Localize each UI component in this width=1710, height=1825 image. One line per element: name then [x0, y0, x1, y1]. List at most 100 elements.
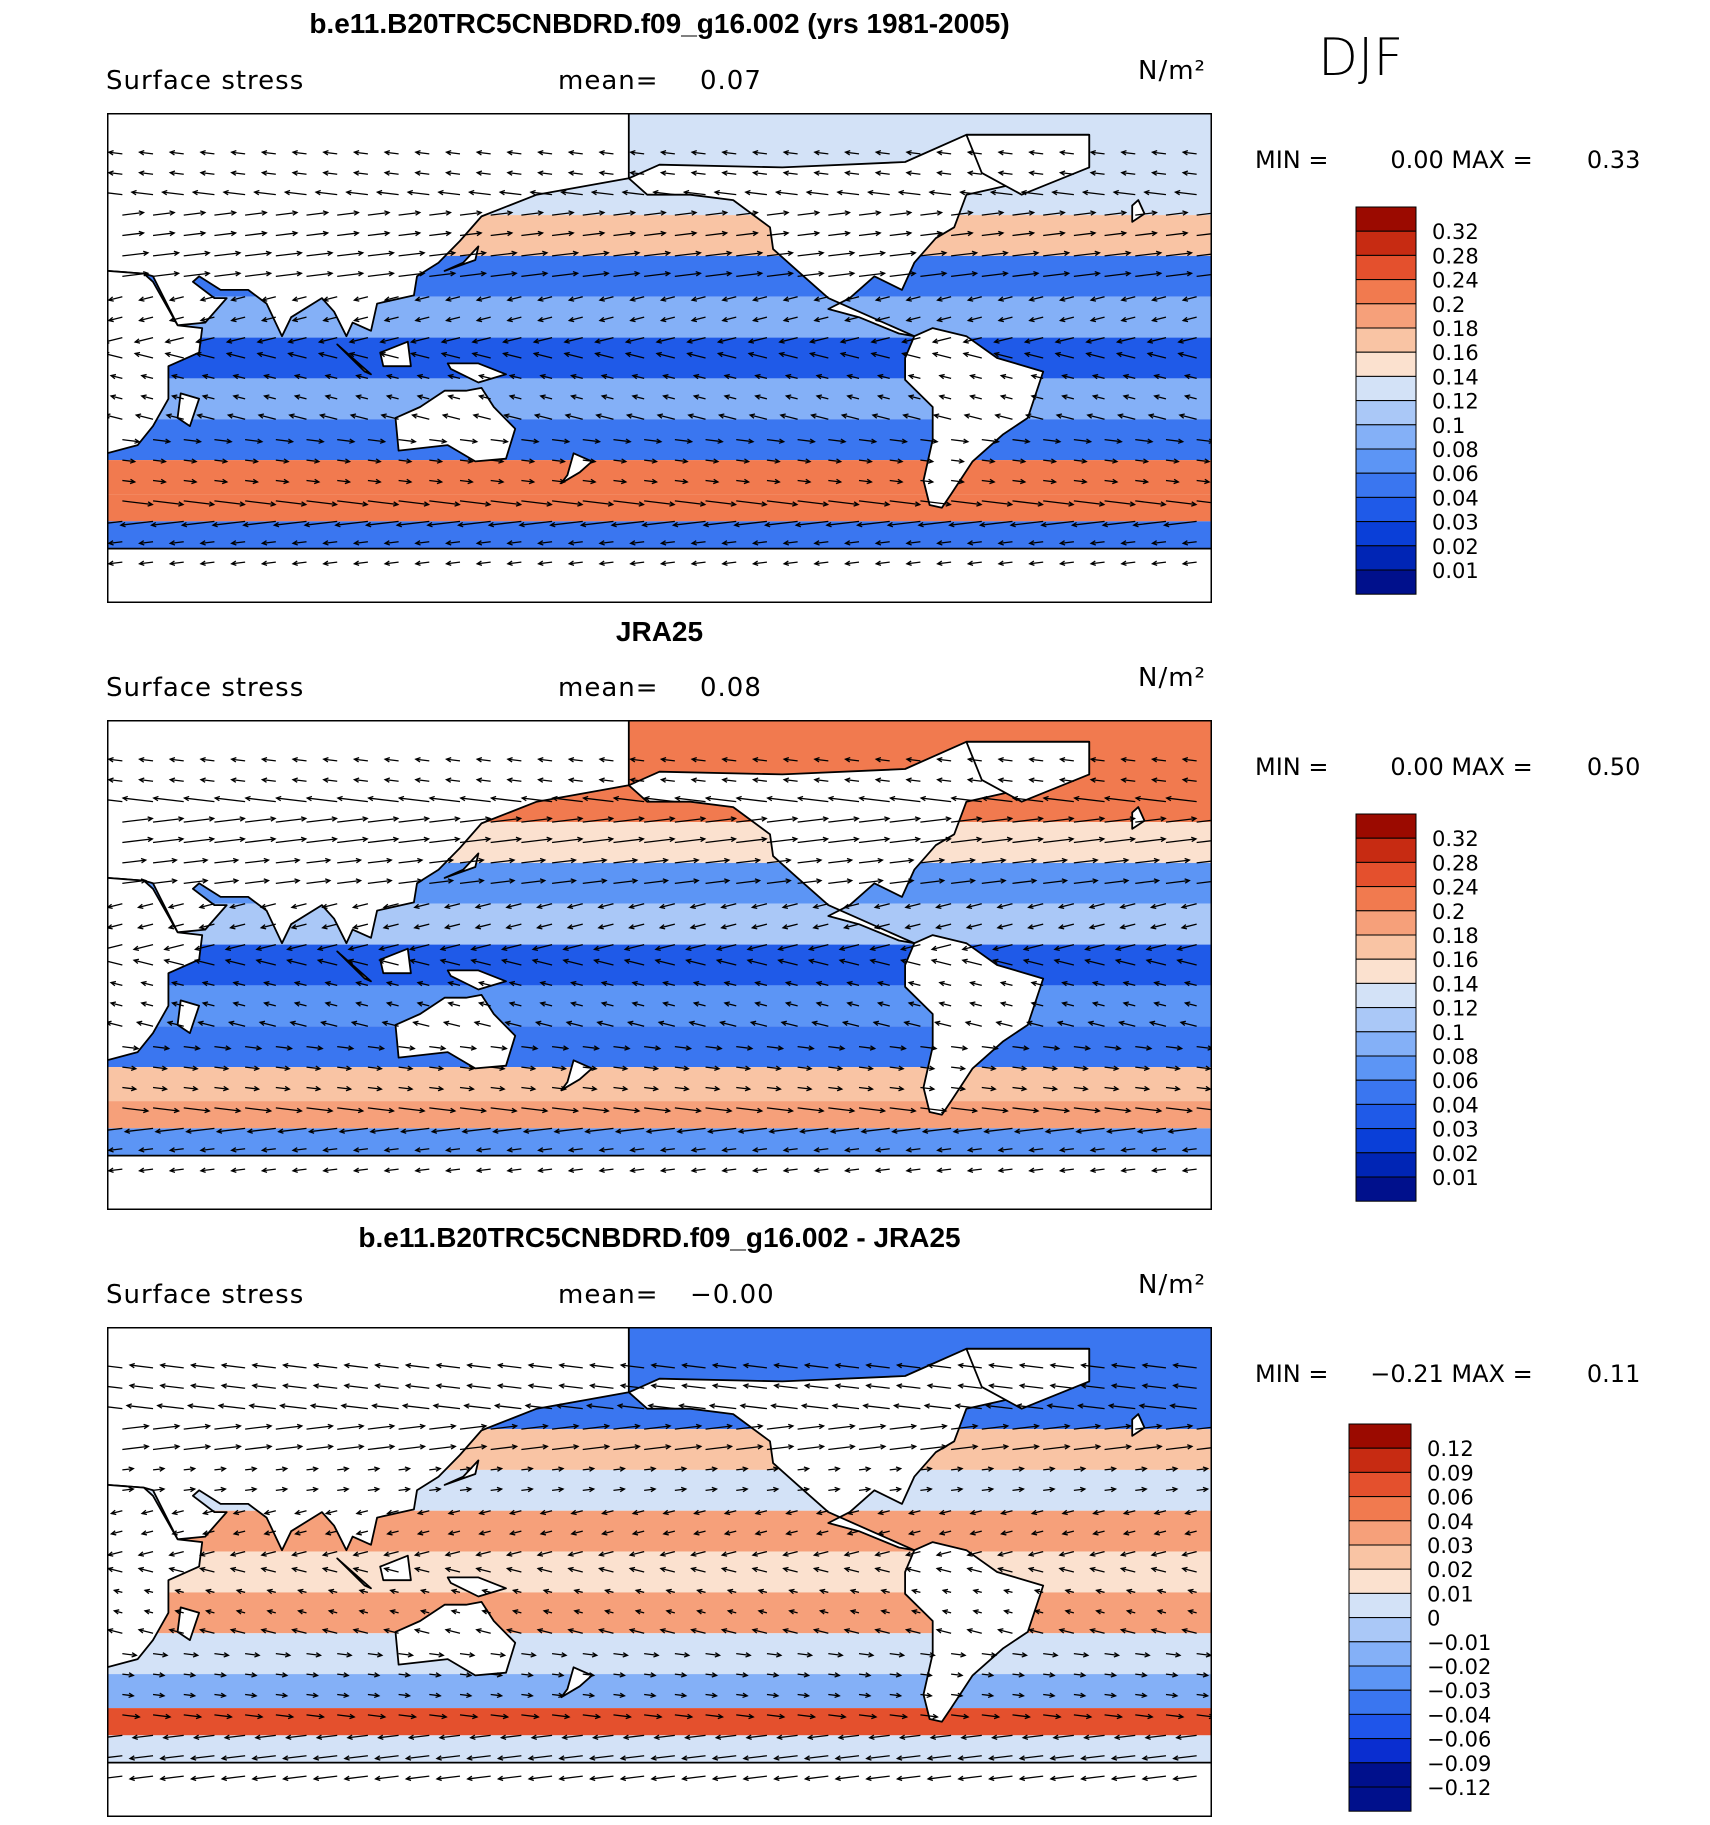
stress-arrow	[957, 1383, 982, 1389]
stress-arrow	[481, 1609, 491, 1615]
stress-arrow	[1022, 943, 1044, 951]
stress-arrow	[997, 296, 1013, 302]
stress-arrow	[644, 857, 670, 864]
stress-arrow	[716, 336, 737, 344]
stress-arrow	[490, 500, 523, 507]
stress-arrow	[655, 336, 676, 344]
stress-arrow	[352, 1167, 368, 1174]
stress-arrow	[1043, 458, 1058, 464]
stress-arrow	[993, 336, 1013, 344]
colorbar-label: 0.03	[1427, 1534, 1474, 1558]
stress-arrow	[229, 1566, 246, 1573]
stress-arrow	[490, 857, 516, 864]
colorbar-box	[1355, 545, 1417, 571]
stress-arrow	[1028, 149, 1044, 156]
stress-arrow	[582, 1065, 598, 1071]
stress-arrow	[128, 1775, 154, 1782]
stress-arrow	[350, 1020, 369, 1027]
stress-arrow	[291, 316, 307, 323]
stress-arrow	[152, 1692, 166, 1699]
stress-arrow	[951, 500, 983, 507]
stress-arrow	[322, 296, 338, 302]
stress-arrow	[337, 878, 363, 884]
stress-arrow	[214, 1713, 233, 1720]
stress-arrow	[214, 836, 246, 844]
colorbar-box	[1355, 982, 1417, 1009]
stress-arrow	[674, 1444, 703, 1451]
stress-arrow	[386, 1530, 399, 1536]
stress-arrow	[204, 1588, 215, 1595]
stress-arrow	[889, 1466, 903, 1472]
stress-arrow	[1165, 1065, 1181, 1071]
stress-arrow	[997, 777, 1013, 783]
stress-arrow	[705, 1713, 725, 1720]
stress-arrow	[674, 816, 707, 823]
stress-arrow	[289, 1020, 307, 1027]
stress-arrow	[245, 1085, 261, 1092]
stress-arrow	[386, 1509, 399, 1516]
panel3-left-label: Surface stress	[106, 1280, 305, 1310]
stress-arrow	[582, 500, 615, 507]
stress-arrow	[774, 189, 798, 196]
stress-arrow	[487, 520, 522, 528]
stress-arrow	[961, 958, 982, 966]
stress-arrow	[985, 1403, 1013, 1410]
stress-arrow	[876, 373, 890, 380]
stress-arrow	[690, 756, 706, 763]
stress-arrow	[797, 1065, 813, 1071]
stress-arrow	[536, 1628, 553, 1634]
colorbar-box	[1355, 327, 1417, 353]
stress-arrow	[183, 1713, 203, 1720]
stress-arrow	[957, 1775, 982, 1782]
stress-arrow	[1061, 373, 1075, 380]
stress-arrow	[136, 903, 154, 910]
stress-arrow	[843, 1628, 860, 1634]
stress-arrow	[499, 1734, 522, 1740]
stress-arrow	[508, 1001, 522, 1007]
stress-arrow	[570, 394, 583, 400]
stress-arrow	[623, 958, 645, 966]
stress-arrow	[496, 1775, 522, 1782]
stress-arrow	[659, 1550, 676, 1557]
stress-arrow	[185, 1127, 215, 1134]
stress-arrow	[521, 1486, 534, 1493]
stress-arrow	[828, 1652, 844, 1658]
stress-arrow	[414, 296, 430, 302]
stress-arrow	[539, 980, 553, 987]
stress-arrow	[951, 1444, 979, 1451]
stress-arrow	[1049, 1775, 1074, 1782]
stress-arrow	[690, 1147, 706, 1153]
stress-arrow	[1135, 1466, 1148, 1472]
stress-arrow	[766, 816, 799, 823]
stress-arrow	[582, 250, 610, 257]
panel1-max-value: 0.33	[1586, 146, 1641, 174]
stress-arrow	[395, 520, 430, 528]
zonal-band	[107, 460, 1212, 495]
stress-arrow	[414, 1147, 430, 1153]
stress-arrow	[773, 1383, 798, 1389]
stress-arrow	[475, 296, 491, 302]
stress-arrow	[596, 1020, 614, 1027]
stress-arrow	[260, 540, 276, 546]
stress-arrow	[1165, 458, 1180, 464]
coastline	[379, 947, 412, 975]
stress-arrow	[337, 210, 360, 216]
stress-arrow	[400, 1127, 430, 1134]
stress-arrow	[263, 1509, 276, 1516]
stress-arrow	[938, 1509, 952, 1516]
stress-arrow	[1135, 250, 1163, 257]
stress-arrow	[374, 1775, 399, 1782]
stress-arrow	[674, 836, 707, 844]
stress-arrow	[367, 210, 391, 216]
stress-arrow	[889, 1652, 906, 1658]
stress-arrow	[1018, 1755, 1044, 1761]
stress-arrow	[644, 438, 663, 444]
stress-arrow	[567, 756, 583, 763]
stress-arrow	[1104, 1045, 1122, 1051]
zonal-band	[107, 1592, 1212, 1634]
stress-arrow	[1030, 373, 1044, 380]
stress-arrow	[567, 296, 583, 302]
stress-arrow	[613, 1444, 641, 1451]
stress-arrow	[622, 1734, 645, 1740]
stress-arrow	[282, 1362, 307, 1369]
